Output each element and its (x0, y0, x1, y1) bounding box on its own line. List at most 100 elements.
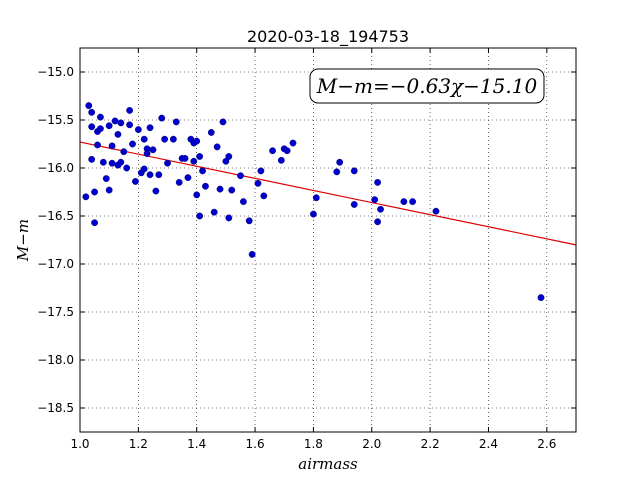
data-point (289, 139, 297, 147)
data-point (132, 178, 139, 185)
data-point (82, 193, 90, 201)
fit-equation-label: M−m=−0.63χ−15.10 (316, 74, 538, 98)
data-point (105, 122, 113, 130)
x-axis-label: airmass (298, 455, 358, 473)
y-tick-label: −18.5 (37, 401, 74, 415)
y-tick-label: −15.0 (37, 65, 74, 79)
data-point (371, 196, 379, 204)
data-point (400, 198, 408, 206)
data-point (219, 118, 227, 126)
x-tick-label: 2.2 (421, 437, 440, 451)
data-point (237, 172, 244, 180)
data-point (409, 198, 417, 206)
data-points (82, 102, 545, 301)
data-point (260, 192, 268, 200)
data-point (193, 137, 201, 145)
data-point (181, 154, 189, 162)
data-point (225, 214, 233, 222)
data-point (213, 143, 221, 151)
data-point (126, 107, 134, 114)
data-point (193, 191, 201, 199)
x-tick-label: 1.0 (70, 437, 89, 451)
data-point (269, 147, 276, 155)
data-point (207, 129, 215, 136)
y-tick-label: −17.0 (37, 257, 74, 271)
x-tick-label: 1.8 (304, 437, 323, 451)
data-point (216, 185, 224, 193)
data-point (123, 164, 131, 172)
data-point (102, 175, 110, 182)
data-point (134, 126, 142, 134)
data-point (97, 113, 104, 121)
x-tick-label: 1.4 (187, 437, 206, 451)
data-point (129, 140, 136, 148)
data-point (336, 158, 344, 166)
y-tick-label: −18.0 (37, 353, 74, 367)
y-tick-label: −17.5 (37, 305, 74, 319)
data-point (152, 187, 160, 195)
plot-frame (79, 47, 577, 433)
data-point (155, 171, 163, 179)
data-point (537, 294, 545, 301)
x-tick-label: 2.0 (362, 437, 381, 451)
data-point (99, 158, 107, 166)
data-point (228, 186, 236, 194)
data-point (146, 171, 154, 179)
x-tick-label: 1.2 (129, 437, 148, 451)
data-point (88, 108, 96, 116)
grid (79, 48, 576, 432)
data-point (277, 156, 285, 164)
data-point (91, 219, 98, 227)
data-point (432, 207, 440, 215)
data-point (146, 124, 154, 132)
data-point (120, 148, 128, 156)
data-point (143, 150, 151, 158)
data-point (210, 208, 218, 216)
data-point (114, 130, 122, 138)
data-point (172, 118, 180, 126)
data-point (196, 212, 204, 220)
data-point (111, 117, 119, 125)
data-point (97, 125, 104, 133)
x-tick-label: 2.6 (537, 437, 556, 451)
data-point (374, 218, 381, 226)
data-point (117, 119, 125, 127)
data-point (158, 114, 166, 122)
y-axis-label: M−m (14, 219, 32, 262)
data-point (190, 157, 198, 165)
data-point (140, 165, 148, 173)
data-point (196, 153, 204, 160)
data-point (161, 135, 169, 143)
data-point (312, 194, 320, 202)
data-point (350, 201, 358, 208)
data-point (239, 198, 247, 206)
y-tick-label: −15.5 (37, 113, 74, 127)
data-point (283, 147, 291, 155)
equation-box: M−m=−0.63χ−15.10 (309, 68, 545, 104)
data-point (199, 167, 206, 175)
data-point (350, 167, 358, 175)
data-point (149, 146, 157, 154)
data-point (169, 135, 177, 143)
data-point (105, 186, 113, 194)
equation-box-frame (309, 68, 545, 104)
axis-ticks: 1.0 1.2 1.4 1.6 1.8 2.0 2.2 2.4 2.6 −15.0 −15.5 −16… (37, 48, 576, 451)
fit-line (79, 141, 577, 246)
y-tick-label: −16.0 (37, 161, 74, 175)
data-point (117, 158, 125, 166)
data-point (377, 205, 384, 213)
data-point (333, 168, 341, 176)
chart-title: 2020-03-18_194753 (247, 27, 409, 47)
plot-area (80, 48, 576, 432)
data-point (108, 142, 116, 150)
data-point (140, 135, 148, 143)
data-point (374, 178, 381, 186)
data-point (85, 102, 93, 110)
y-tick-label: −16.5 (37, 209, 74, 223)
data-point (248, 250, 256, 258)
data-point (257, 167, 265, 175)
data-point (91, 188, 98, 196)
x-tick-label: 2.4 (479, 437, 498, 451)
